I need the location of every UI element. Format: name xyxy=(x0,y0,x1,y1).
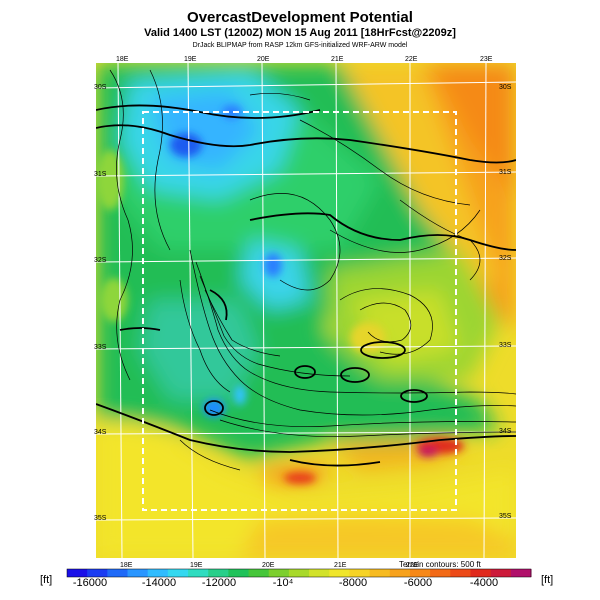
colorbar-tick-label: -12000 xyxy=(201,577,237,589)
inner-domain-box xyxy=(142,111,457,511)
colorbar xyxy=(66,568,532,578)
lon-label-top-23e: 23E xyxy=(480,56,493,63)
lon-label-bottom-22e: 22E xyxy=(406,562,419,569)
colorbar-unit-right: [ft] xyxy=(541,574,554,586)
colorbar-swatch xyxy=(228,569,250,577)
lat-label-right-32s: 32S xyxy=(499,255,512,262)
colorbar-swatch xyxy=(389,569,411,577)
lon-label-top-18e: 18E xyxy=(116,56,129,63)
colorbar-swatch xyxy=(430,569,451,577)
colorbar-border xyxy=(66,568,532,578)
lat-label-right-34s: 34S xyxy=(499,428,512,435)
colorbar-swatch xyxy=(127,569,149,577)
lon-label-bottom-21e: 21E xyxy=(334,562,347,569)
lon-label-bottom-18e: 18E xyxy=(120,562,133,569)
colorbar-tick-label: -8000 xyxy=(338,577,368,589)
lat-label-right-30s: 30S xyxy=(499,84,512,91)
colorbar-tick-label: -4000 xyxy=(469,577,499,589)
terrain-contours xyxy=(109,69,516,471)
lon-label-top-22e: 22E xyxy=(405,56,418,63)
lat-label-left-30s: 30S xyxy=(94,84,107,91)
lon-label-top-21e: 21E xyxy=(331,56,344,63)
colorbar-swatch xyxy=(147,569,169,577)
colorbar-swatch xyxy=(67,569,88,577)
colorbar-swatch xyxy=(470,569,492,577)
lat-label-left-32s: 32S xyxy=(94,257,107,264)
lat-label-left-35s: 35S xyxy=(94,515,107,522)
colorbar-tick-label: -10⁴ xyxy=(272,577,294,589)
colorbar-swatch xyxy=(87,569,108,577)
lat-lon-grid xyxy=(96,63,516,558)
colorbar-swatch xyxy=(349,569,371,577)
colorbar-tick-label: -6000 xyxy=(403,577,433,589)
colorbar-tick-label: -16000 xyxy=(72,577,108,589)
colorbar-swatch xyxy=(450,569,471,577)
colorbar-tick-label: -14000 xyxy=(141,577,177,589)
colorbar-swatch xyxy=(167,569,189,577)
colorbar-swatch xyxy=(409,569,431,577)
colorbar-swatch xyxy=(188,569,209,577)
colorbar-swatch xyxy=(268,569,290,577)
colorbar-swatch xyxy=(490,569,512,577)
colorbar-swatch xyxy=(369,569,391,577)
colorbar-swatch xyxy=(107,569,129,577)
page-title: OvercastDevelopment Potential xyxy=(187,9,413,26)
terrain-contour-note: Terrain contours: 500 ft xyxy=(399,560,481,569)
lat-label-right-33s: 33S xyxy=(499,342,512,349)
colorbar-swatch xyxy=(208,569,229,577)
lat-label-left-31s: 31S xyxy=(94,171,107,178)
lon-label-top-20e: 20E xyxy=(257,56,270,63)
lon-label-top-19e: 19E xyxy=(184,56,197,63)
colorbar-swatch xyxy=(309,569,330,577)
colorbar-swatch xyxy=(329,569,350,577)
valid-time-line: Valid 1400 LST (1200Z) MON 15 Aug 2011 [… xyxy=(144,27,456,39)
colorbar-swatch xyxy=(288,569,310,577)
lat-label-left-34s: 34S xyxy=(94,429,107,436)
overcast-contours xyxy=(96,104,516,467)
lat-label-right-35s: 35S xyxy=(499,513,512,520)
colorbar-swatch xyxy=(510,569,532,577)
colorbar-swatch xyxy=(248,569,270,577)
overcast-potential-field xyxy=(96,63,516,558)
lat-label-right-31s: 31S xyxy=(499,169,512,176)
colorbar-unit-left: [ft] xyxy=(40,574,53,586)
model-credit-line: DrJack BLIPMAP from RASP 12km GFS-initia… xyxy=(192,42,408,49)
lon-label-bottom-19e: 19E xyxy=(190,562,203,569)
lat-label-left-33s: 33S xyxy=(94,344,107,351)
lon-label-bottom-20e: 20E xyxy=(262,562,275,569)
